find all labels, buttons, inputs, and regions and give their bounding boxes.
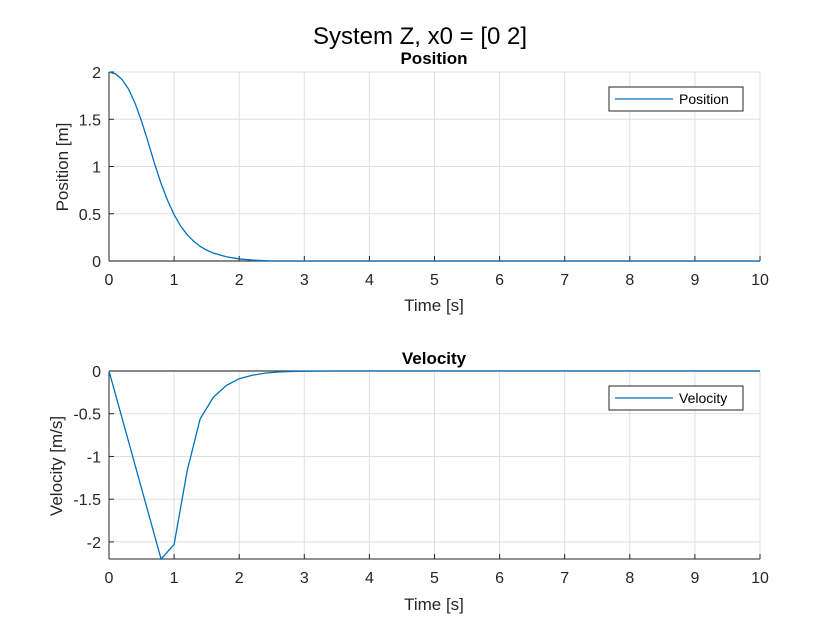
position-series-line [108,71,760,262]
velocity-series-line [108,370,760,561]
position-x-tick-label: 1 [170,272,179,289]
position-x-axis-label: Time [s] [404,296,464,315]
position-x-tick-label: 9 [690,272,699,289]
velocity-x-axis-label: Time [s] [404,595,464,614]
velocity-y-tick-label: 0 [92,364,101,381]
velocity-y-tick-label: -1.5 [73,492,101,509]
velocity-x-tick-label: 0 [105,570,114,587]
position-x-tick-label: 3 [300,272,309,289]
position-x-tick-label: 6 [495,272,504,289]
position-y-tick-label: 1.5 [79,112,101,129]
position-plot-title: Position [400,49,467,68]
position-x-tick-label: 5 [430,272,439,289]
velocity-y-tick-label: -2 [87,535,101,552]
position-legend-label: Position [679,91,729,107]
position-legend: Position [608,86,744,112]
velocity-plot-title: Velocity [402,349,467,368]
velocity-y-tick-label: -1 [87,449,101,466]
velocity-x-tick-label: 6 [495,570,504,587]
position-x-tick-label: 0 [105,272,114,289]
position-y-tick-label: 0 [92,254,101,271]
velocity-legend-label: Velocity [679,390,727,406]
velocity-x-tick-label: 3 [300,570,309,587]
velocity-x-tick-label: 10 [751,570,769,587]
position-y-tick-label: 1 [92,160,101,177]
velocity-y-axis-label: Velocity [m/s] [47,416,66,516]
position-plot: Position Time [s] Position [m] 0 1 2 3 4 5 6 7 8… [53,49,769,315]
position-x-tick-label: 8 [625,272,634,289]
velocity-legend: Velocity [608,385,744,411]
position-y-tick-label: 0.5 [79,207,101,224]
velocity-x-tick-label: 8 [625,570,634,587]
velocity-y-tick-label: -0.5 [73,407,101,424]
position-x-tick-label: 4 [365,272,374,289]
position-x-tick-label: 7 [560,272,569,289]
velocity-x-tick-label: 5 [430,570,439,587]
velocity-x-tick-label: 7 [560,570,569,587]
velocity-x-tick-label: 9 [690,570,699,587]
velocity-x-tick-label: 1 [170,570,179,587]
figure-title: System Z, x0 = [0 2] [313,23,527,50]
position-x-tick-label: 2 [235,272,244,289]
position-y-axis-label: Position [m] [53,123,72,212]
position-y-tick-label: 2 [92,65,101,82]
velocity-x-tick-label: 2 [235,570,244,587]
position-x-tick-label: 10 [751,272,769,289]
velocity-x-tick-label: 4 [365,570,374,587]
velocity-plot: Velocity Time [s] Velocity [m/s] 0 1 2 3 4 5 6… [47,349,769,614]
